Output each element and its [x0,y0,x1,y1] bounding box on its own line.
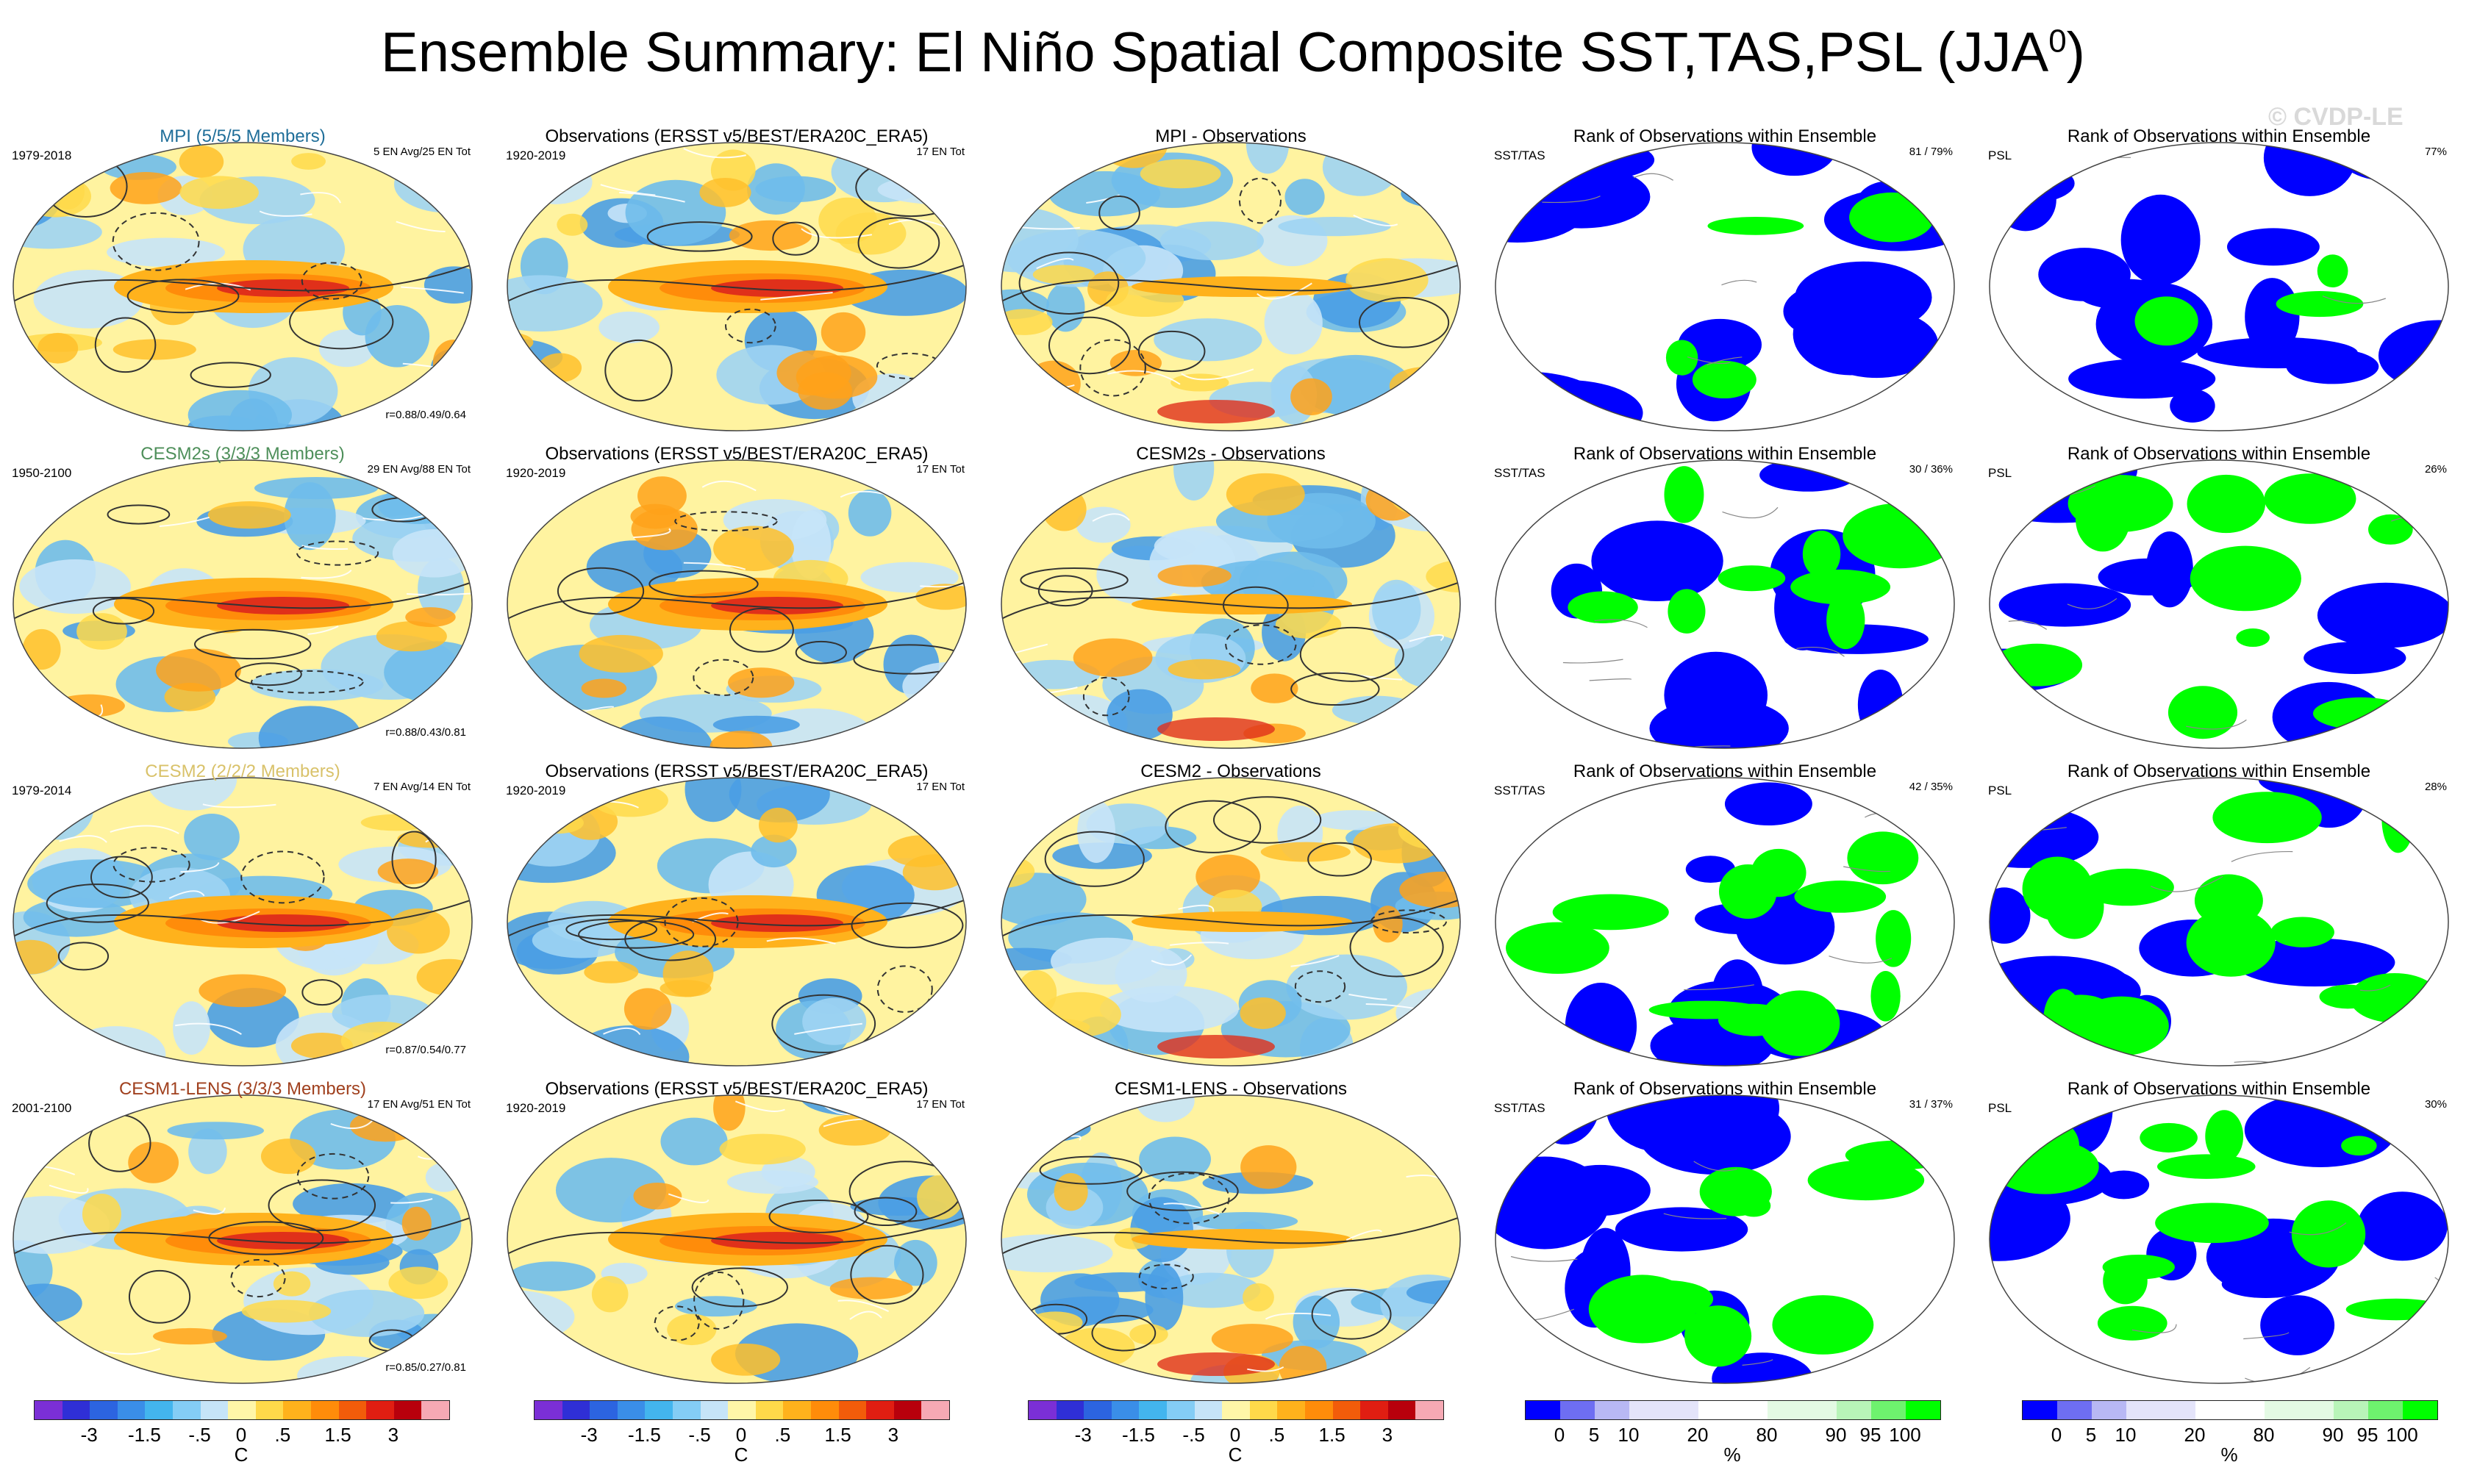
panel-count: 26% [2424,463,2447,476]
panel-title: CESM1-LENS (3/3/3 Members) [118,1079,367,1099]
map-panel-cesm1-lens-diff: CESM1-LENS - Observations [988,953,1473,1384]
map-panel-cesm2-obs: Observations (ERSST v5/BEST/ERA20C_ERA5)… [494,635,979,1067]
panel-title: Rank of Observations within Ensemble [1573,1079,1877,1099]
panel-title: Rank of Observations within Ensemble [2067,761,2371,781]
panel-count: 31 / 37% [1909,1098,1953,1111]
anomaly-map [507,777,967,1067]
panel-title: Observations (ERSST v5/BEST/ERA20C_ERA5) [545,444,929,464]
figure-title: Ensemble Summary: El Niño Spatial Compos… [381,21,2085,84]
panel-title: MPI (5/5/5 Members) [160,126,326,146]
panel-count: 77% [2424,146,2447,158]
rank-map [1495,1094,1955,1384]
panel-count: 17 EN Tot [916,1098,965,1111]
panel-title: Rank of Observations within Ensemble [2067,444,2371,464]
panel-count: 28% [2424,781,2447,793]
map-panel-cesm2s-diff: CESM2s - Observations [988,318,1473,749]
panel-count: 81 / 79% [1909,146,1953,158]
rank-map [1495,142,1955,431]
panel-title: CESM2s (3/3/3 Members) [140,444,345,464]
panel-count: 30% [2424,1098,2447,1111]
panel-title: MPI - Observations [1155,126,1307,146]
map-panel-cesm1-lens-obs: Observations (ERSST v5/BEST/ERA20C_ERA5)… [494,953,979,1384]
panel-count: 17 EN Tot [916,781,965,793]
anomaly-map [507,1094,967,1384]
panel-title: Rank of Observations within Ensemble [2067,1079,2371,1099]
panel-correlation: r=0.88/0.49/0.64 [385,409,466,421]
rank-map [1989,777,2449,1067]
map-panel-cesm2s-model: CESM2s (3/3/3 Members) 1950-2100 29 EN Avg… [0,318,485,749]
panel-period: 1920-2019 [506,1101,566,1115]
anomaly-map [12,142,473,431]
map-panel-cesm1-lens-rank: Rank of Observations within Ensemble PSL 3… [1976,953,2462,1384]
rank-map [1989,459,2449,749]
panel-count: 17 EN Avg/51 EN Tot [367,1098,471,1111]
panel-title: Rank of Observations within Ensemble [1573,761,1877,781]
panel-title: CESM2 (2/2/2 Members) [145,761,340,781]
map-panel-cesm2-rank: Rank of Observations within Ensemble PSL 2… [1976,635,2462,1067]
map-panel-mpi-rank: Rank of Observations within Ensemble PSL 7… [1976,0,2462,431]
panel-count: 5 EN Avg/25 EN Tot [373,146,471,158]
panel-period: PSL [1988,466,2012,480]
panel-title: CESM1-LENS - Observations [1114,1079,1348,1099]
panel-title: Observations (ERSST v5/BEST/ERA20C_ERA5) [545,1079,929,1099]
panel-period: PSL [1988,784,2012,797]
anomaly-map [12,1094,473,1384]
panel-period: 1950-2100 [12,466,72,480]
panel-period: SST/TAS [1494,1101,1545,1115]
anomaly-map [12,459,473,749]
map-panel-mpi-model: MPI (5/5/5 Members) 1979-2018 5 EN Avg/25 … [0,0,485,431]
panel-correlation: r=0.88/0.43/0.81 [385,726,466,739]
map-panel-cesm1-lens-model: CESM1-LENS (3/3/3 Members) 2001-2100 17 EN… [0,953,485,1384]
map-panel-cesm1-lens-rank: Rank of Observations within Ensemble SST/… [1482,953,1968,1384]
rank-map [1989,1094,2449,1384]
panel-title: Observations (ERSST v5/BEST/ERA20C_ERA5) [545,126,929,146]
rank-map [1989,142,2449,431]
panel-period: SST/TAS [1494,784,1545,797]
rank-map [1495,459,1955,749]
panel-period: PSL [1988,148,2012,162]
map-panel-mpi-rank: Rank of Observations within Ensemble SST/… [1482,0,1968,431]
panel-title: CESM2 - Observations [1140,761,1321,781]
anomaly-map [1001,1094,1461,1384]
map-panel-cesm2-rank: Rank of Observations within Ensemble SST/… [1482,635,1968,1067]
panel-period: 1920-2019 [506,466,566,480]
anomaly-map [1001,459,1461,749]
map-panel-cesm2s-rank: Rank of Observations within Ensemble PSL 2… [1976,318,2462,749]
panel-count: 7 EN Avg/14 EN Tot [373,781,471,793]
panel-count: 30 / 36% [1909,463,1953,476]
map-panel-mpi-obs: Observations (ERSST v5/BEST/ERA20C_ERA5)… [494,0,979,431]
panel-period: 2001-2100 [12,1101,72,1115]
panel-title: Observations (ERSST v5/BEST/ERA20C_ERA5) [545,761,929,781]
panel-title: Rank of Observations within Ensemble [1573,126,1877,146]
panel-correlation: r=0.87/0.54/0.77 [385,1044,466,1056]
rank-map [1495,777,1955,1067]
anomaly-map [507,142,967,431]
panel-title: Rank of Observations within Ensemble [2067,126,2371,146]
anomaly-map [1001,777,1461,1067]
cvdp-watermark: © CVDP-LE [2268,103,2404,131]
anomaly-map [507,459,967,749]
panel-correlation: r=0.85/0.27/0.81 [385,1361,466,1374]
anomaly-map [1001,142,1461,431]
anomaly-map [12,777,473,1067]
panel-period: SST/TAS [1494,466,1545,480]
panel-count: 29 EN Avg/88 EN Tot [367,463,471,476]
panel-title: Rank of Observations within Ensemble [1573,444,1877,464]
panel-period: PSL [1988,1101,2012,1115]
panel-period: 1920-2019 [506,148,566,162]
panel-period: 1979-2018 [12,148,72,162]
map-panel-cesm2s-obs: Observations (ERSST v5/BEST/ERA20C_ERA5)… [494,318,979,749]
panel-count: 17 EN Tot [916,463,965,476]
panel-count: 17 EN Tot [916,146,965,158]
panel-period: 1920-2019 [506,784,566,797]
panel-period: SST/TAS [1494,148,1545,162]
panel-title: CESM2s - Observations [1136,444,1326,464]
map-panel-mpi-diff: MPI - Observations [988,0,1473,431]
map-panel-cesm2s-rank: Rank of Observations within Ensemble SST/… [1482,318,1968,749]
map-panel-cesm2-model: CESM2 (2/2/2 Members) 1979-2014 7 EN Avg/1… [0,635,485,1067]
panel-period: 1979-2014 [12,784,72,797]
panel-count: 42 / 35% [1909,781,1953,793]
map-panel-cesm2-diff: CESM2 - Observations [988,635,1473,1067]
